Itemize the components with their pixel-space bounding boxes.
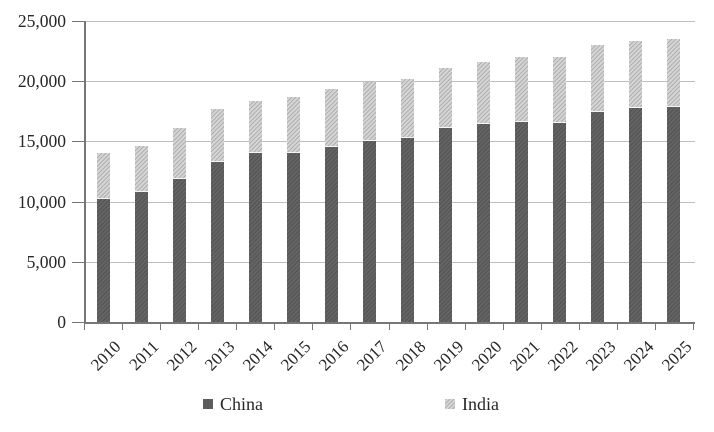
bar-group-2013 [210,109,224,322]
x-axis-tick [578,324,580,330]
bar-segment-china [515,122,529,322]
y-axis-line [84,21,86,323]
legend-swatch-india [445,399,455,409]
gridline [84,21,695,22]
legend-swatch-china [203,399,213,409]
bar-segment-china [172,179,186,322]
bar-group-2021 [515,57,529,322]
gridline [84,141,695,143]
legend-label: India [462,394,499,414]
y-axis-tick [72,81,84,83]
x-axis-tick [198,324,200,330]
bar-segment-china [210,162,224,322]
bar-group-2022 [553,57,567,322]
bar-segment-china [401,137,415,322]
x-axis-tick [502,324,504,330]
x-axis-tick [654,324,656,330]
bar-segment-china [439,128,453,322]
legend-item-china: China [203,394,263,414]
y-axis-label: 0 [57,312,66,332]
x-axis-tick [84,324,85,330]
bar-group-2015 [286,96,300,322]
x-axis-line [84,322,695,324]
bar-group-2010 [96,153,110,322]
legend-label: China [220,394,263,414]
bar-segment-china [629,108,643,322]
bar-segment-china [553,122,567,322]
bar-segment-india [439,67,453,129]
bar-group-2018 [401,78,415,322]
bar-segment-india [324,89,338,148]
x-axis-tick [616,324,618,330]
bar-segment-india [477,61,491,124]
x-axis-tick [693,324,694,330]
x-axis-tick [426,324,428,330]
bar-group-2016 [324,89,338,322]
bar-segment-india [629,40,643,109]
bar-segment-india [515,57,529,123]
bar-group-2019 [439,67,453,322]
bar-group-2014 [248,101,262,322]
bar-segment-india [96,153,110,199]
y-axis-tick [72,21,84,22]
x-axis-tick [274,324,276,330]
bar-segment-india [210,109,224,163]
bar-segment-china [362,141,376,322]
x-axis-tick [122,324,124,330]
bar-segment-china [591,111,605,322]
bar-segment-india [248,101,262,154]
bar-segment-india [667,39,681,108]
y-axis-label: 20,000 [17,71,66,92]
x-axis-tick [236,324,238,330]
bar-segment-india [553,57,567,123]
x-axis-tick [160,324,162,330]
bar-group-2025 [667,39,681,322]
bar-group-2024 [629,40,643,322]
x-axis-tick [388,324,390,330]
bar-segment-india [362,81,376,142]
x-axis-tick [464,324,466,330]
y-axis-tick [72,141,84,143]
y-axis-label: 15,000 [17,131,66,152]
x-axis-tick [350,324,352,330]
bar-segment-india [172,127,186,180]
bar-segment-india [401,78,415,138]
gridline [84,201,695,203]
y-axis-label: 10,000 [17,191,66,212]
bar-group-2023 [591,45,605,322]
bar-segment-china [477,123,491,322]
bar-group-2017 [362,81,376,322]
bar-segment-china [286,153,300,322]
bar-segment-china [96,198,110,322]
gridline [84,261,695,263]
legend-item-india: India [445,394,499,414]
x-axis-tick [312,324,314,330]
bar-segment-china [324,147,338,322]
y-axis-label: 5,000 [26,251,66,272]
bar-segment-india [591,45,605,112]
bar-group-2011 [134,146,148,322]
y-axis-label: 25,000 [17,11,66,31]
bar-segment-china [667,107,681,322]
bar-group-2020 [477,61,491,322]
bar-group-2012 [172,127,186,322]
bar-segment-india [134,146,148,192]
bar-segment-india [286,96,300,154]
y-axis-tick [72,201,84,203]
y-axis-tick [72,261,84,263]
x-axis-tick [540,324,542,330]
gridline [84,81,695,83]
y-axis-tick [72,322,84,323]
bar-segment-china [134,191,148,322]
bar-segment-china [248,153,262,322]
